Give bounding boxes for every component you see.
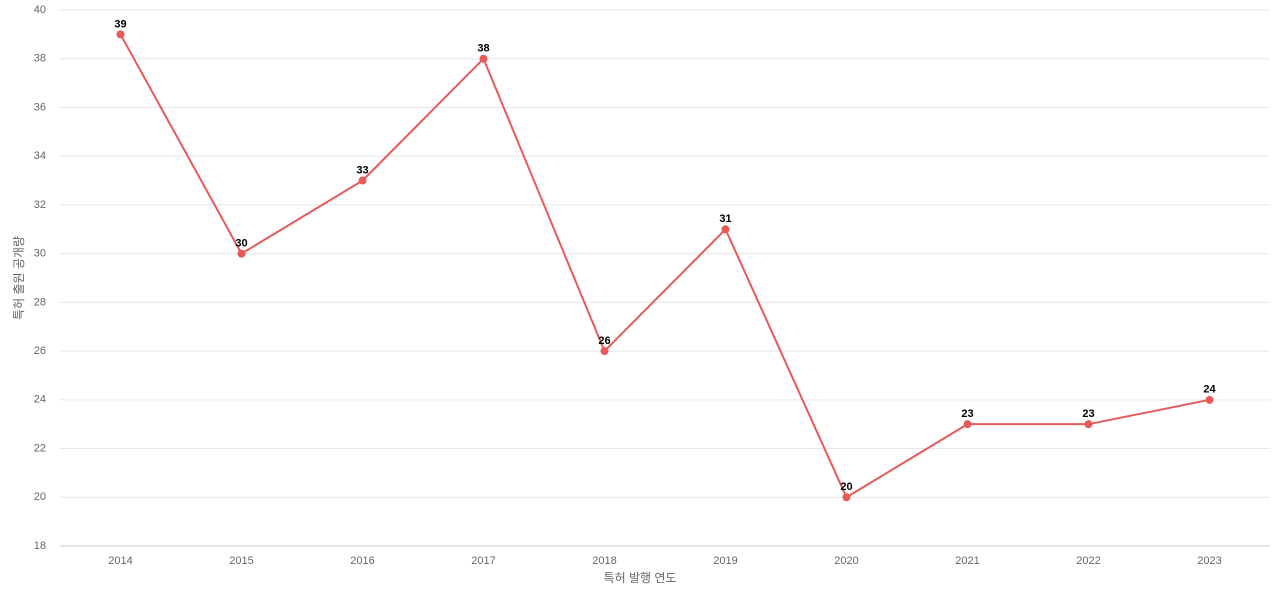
- y-tick-label: 38: [34, 53, 46, 65]
- point: [358, 176, 367, 185]
- y-tick-label: 22: [34, 442, 46, 454]
- value-label: 38: [477, 43, 489, 55]
- y-tick-label: 36: [34, 101, 46, 113]
- x-tick-label: 2023: [1197, 555, 1221, 567]
- point: [600, 347, 609, 356]
- point: [721, 225, 730, 234]
- x-tick-label: 2017: [471, 555, 495, 567]
- value-label: 23: [1082, 408, 1094, 420]
- value-label: 39: [114, 18, 126, 30]
- y-tick-label: 28: [34, 296, 46, 308]
- point: [1205, 395, 1214, 404]
- y-tick-label: 26: [34, 345, 46, 357]
- x-tick-label: 2015: [229, 555, 253, 567]
- y-tick-label: 18: [34, 540, 46, 552]
- value-label: 33: [356, 164, 368, 176]
- value-label: 31: [719, 213, 731, 225]
- x-axis-label: 특허 발행 연도: [604, 570, 677, 585]
- point: [1084, 420, 1093, 429]
- x-tick-label: 2021: [955, 555, 979, 567]
- x-tick-label: 2016: [350, 555, 374, 567]
- value-label: 20: [840, 481, 852, 493]
- y-tick-label: 40: [34, 4, 46, 16]
- y-tick-label: 24: [34, 394, 46, 406]
- x-tick-label: 2019: [713, 555, 737, 567]
- point: [116, 30, 125, 39]
- value-label: 24: [1203, 384, 1216, 396]
- point: [237, 249, 246, 258]
- point: [842, 493, 851, 502]
- point: [479, 54, 488, 63]
- value-label: 23: [961, 408, 973, 420]
- x-tick-label: 2018: [592, 555, 616, 567]
- line: [119, 33, 1210, 499]
- x-tick-label: 2014: [108, 555, 132, 567]
- value-label: 26: [598, 335, 610, 347]
- value-label: 30: [235, 238, 247, 250]
- y-tick-label: 32: [34, 199, 46, 211]
- y-axis-label: 특허 출원 공개량: [12, 236, 26, 320]
- y-tick-label: 30: [34, 248, 46, 260]
- y-tick-label: 20: [34, 491, 46, 503]
- point: [963, 420, 972, 429]
- y-tick-label: 34: [34, 150, 46, 162]
- x-tick-label: 2022: [1076, 555, 1100, 567]
- x-tick-label: 2020: [834, 555, 858, 567]
